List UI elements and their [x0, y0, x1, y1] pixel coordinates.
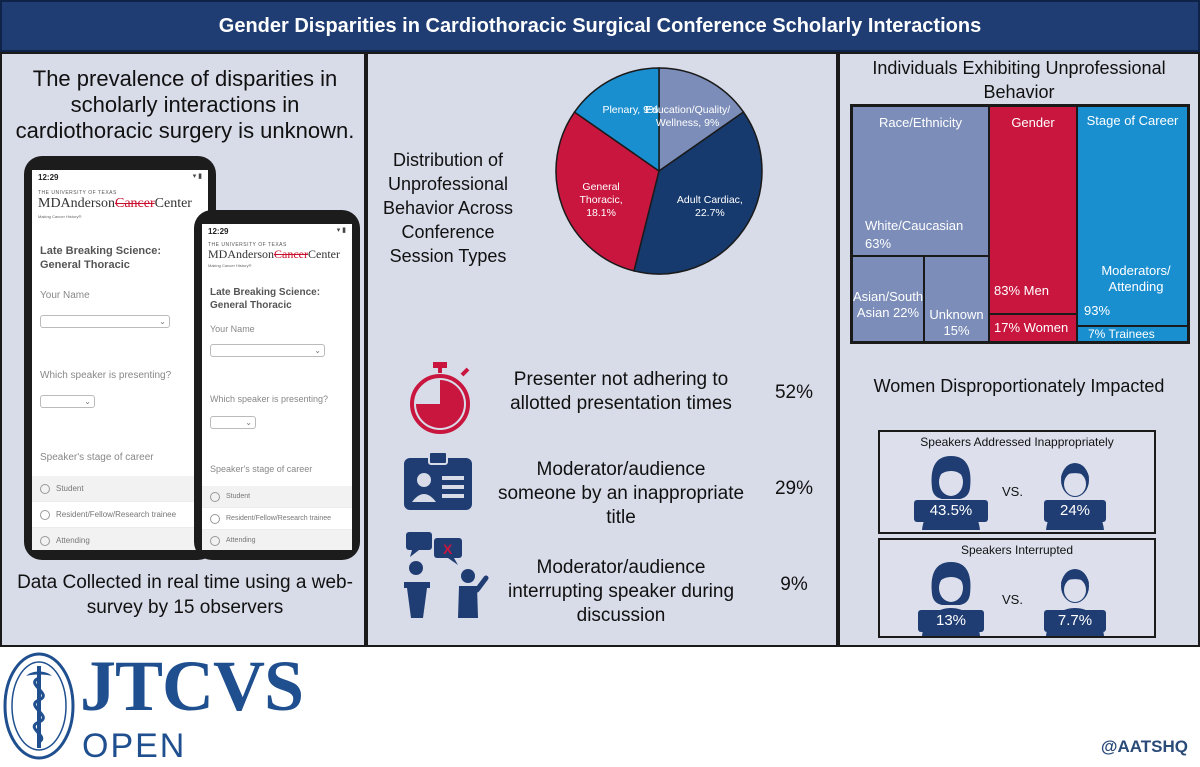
aats-seal-icon	[3, 652, 75, 760]
mdanderson-logo: MDAndersonCancerCenter	[38, 196, 192, 211]
background-statement: The prevalence of disparities in scholar…	[15, 66, 355, 143]
podium-interrupt-icon: X	[404, 532, 489, 618]
pie-slice-label: General Thoracic, 18.1%	[579, 180, 623, 219]
treemap-title: Individuals Exhibiting Unprofessional Be…	[872, 58, 1166, 102]
speaker-dropdown[interactable]: ⌄	[210, 416, 256, 429]
women-interrupted-value: 13%	[918, 610, 984, 632]
impact-addressed-label: Speakers Addressed Inappropriately	[920, 435, 1114, 449]
status-icons: ▾ ▮	[192, 173, 202, 180]
option-attending[interactable]: Attending	[32, 528, 208, 550]
brand-motto: Making Cancer History®	[38, 214, 82, 219]
infographic-title: Gender Disparities in Cardiothoracic Sur…	[218, 14, 982, 37]
treemap-unknown-label: Unknown 15%	[929, 307, 984, 338]
men-interrupted-value: 7.7%	[1044, 610, 1106, 632]
survey-heading: Late Breaking Science: General Thoracic	[210, 287, 321, 311]
stat-pct-time: 52%	[774, 382, 814, 403]
impact-interrupted: Speakers Interrupted 13% VS. 7.7%	[878, 538, 1156, 638]
question-speaker: Which speaker is presenting?	[210, 394, 329, 404]
journal-name: JTCVS	[80, 646, 304, 726]
option-student[interactable]: Student	[32, 476, 208, 502]
treemap-trainees-label: 7% Trainees	[1088, 327, 1155, 341]
impact-addressed: Speakers Addressed Inappropriately 43.5%…	[878, 430, 1156, 534]
treemap-attending-pct: 93%	[1084, 303, 1111, 318]
treemap-career-title: Stage of Career	[1086, 113, 1179, 128]
treemap-race-white: Race/Ethnicity White/Caucasian 63%	[852, 106, 989, 256]
status-icons: ▾ ▮	[336, 227, 346, 234]
speaker-dropdown[interactable]: ⌄	[40, 395, 95, 408]
behavior-treemap: Race/Ethnicity White/Caucasian 63% Asian…	[850, 104, 1190, 344]
stat-text-title: Moderator/audience someone by an inappro…	[497, 459, 745, 528]
status-time: 12:29	[38, 173, 59, 182]
stopwatch-icon	[410, 362, 470, 434]
stat-pct-title: 29%	[774, 478, 814, 499]
impact-interrupted-label: Speakers Interrupted	[960, 543, 1074, 557]
id-badge-icon	[404, 451, 472, 510]
name-dropdown[interactable]: ⌄	[40, 315, 170, 328]
stat-text-interrupt: Moderator/audience interrupting speaker …	[507, 557, 735, 626]
treemap-career-trainees: 7% Trainees	[1077, 326, 1188, 342]
twitter-handle: @AATSHQ	[1100, 737, 1188, 756]
treemap-gender-men: Gender 83% Men	[989, 106, 1077, 314]
data-collection-note: Data Collected in real time using a web-…	[17, 572, 353, 618]
pie-slice	[658, 67, 745, 173]
vs-label: VS.	[1002, 592, 1023, 607]
survey-heading: Late Breaking Science: General Thoracic	[40, 245, 162, 272]
option-resident[interactable]: Resident/Fellow/Research trainee	[202, 508, 352, 530]
panel-survey-method: The prevalence of disparities in scholar…	[0, 52, 366, 647]
stat-text-time: Presenter not adhering to allotted prese…	[510, 369, 732, 414]
brand-motto: Making Cancer History®	[208, 263, 252, 268]
men-addressed-value: 24%	[1044, 500, 1106, 522]
university-label: THE UNIVERSITY OF TEXAS	[38, 190, 117, 196]
name-dropdown[interactable]: ⌄	[210, 344, 325, 357]
phone-mockup-front: 12:29 ▾ ▮ THE UNIVERSITY OF TEXAS MDAnde…	[194, 210, 360, 560]
stat-pct-interrupt: 9%	[780, 574, 808, 595]
pie-labels: Education/Quality/ Wellness, 9% Adult Car…	[368, 54, 840, 304]
treemap-gender-title: Gender	[1011, 115, 1055, 130]
university-label: THE UNIVERSITY OF TEXAS	[208, 242, 287, 248]
treemap-white-label: White/Caucasian 63%	[865, 218, 964, 251]
svg-text:X: X	[443, 541, 453, 557]
pie-slice-label: Education/Quality/ Wellness, 9%	[644, 104, 731, 130]
question-stage: Speaker's stage of career	[210, 464, 313, 474]
option-resident[interactable]: Resident/Fellow/Research trainee	[32, 502, 208, 528]
treemap-asian-label: Asian/South Asian 22%	[853, 289, 924, 320]
treemap-race-title: Race/Ethnicity	[878, 115, 963, 130]
pie-slice-label: Plenary, 9%	[602, 104, 659, 117]
pie-slice	[633, 111, 763, 275]
treemap-attending-label: Moderators/ Attending	[1101, 263, 1171, 294]
question-name: Your Name	[210, 324, 255, 334]
option-student[interactable]: Student	[202, 486, 352, 508]
pie-chart-title: Distribution of Unprofessional Behavior …	[382, 150, 514, 266]
question-name: Your Name	[40, 290, 90, 301]
pie-slice	[555, 111, 660, 272]
journal-edition: OPEN	[82, 727, 187, 765]
treemap-women-label: 17% Women	[994, 320, 1069, 335]
pie-slice-label: Adult Cardiac, 22.7%	[676, 194, 743, 220]
question-speaker: Which speaker is presenting?	[40, 370, 172, 381]
panel-session-distribution: Distribution of Unprofessional Behavior …	[366, 52, 838, 647]
mdanderson-logo: MDAndersonCancerCenter	[208, 247, 340, 261]
women-addressed-value: 43.5%	[914, 500, 988, 522]
infographic-banner: Gender Disparities in Cardiothoracic Sur…	[0, 0, 1200, 52]
treemap-gender-women: 17% Women	[989, 314, 1077, 342]
treemap-career-attending: Stage of Career Moderators/ Attending 93…	[1077, 106, 1188, 326]
impact-title: Women Disproportionately Impacted	[873, 376, 1165, 396]
option-attending[interactable]: Attending	[202, 530, 352, 550]
vs-label: VS.	[1002, 484, 1023, 499]
status-time: 12:29	[208, 227, 229, 236]
treemap-race-unknown: Unknown 15%	[924, 256, 989, 342]
panel-individuals: Individuals Exhibiting Unprofessional Be…	[838, 52, 1200, 647]
session-pie-chart	[555, 67, 763, 275]
phone-mockup-back: 12:29 ▾ ▮ THE UNIVERSITY OF TEXAS MDAnde…	[24, 156, 216, 560]
question-stage: Speaker's stage of career	[40, 452, 154, 463]
treemap-race-asian: Asian/South Asian 22%	[852, 256, 924, 342]
pie-slice	[573, 67, 660, 173]
treemap-men-label: 83% Men	[994, 283, 1049, 298]
